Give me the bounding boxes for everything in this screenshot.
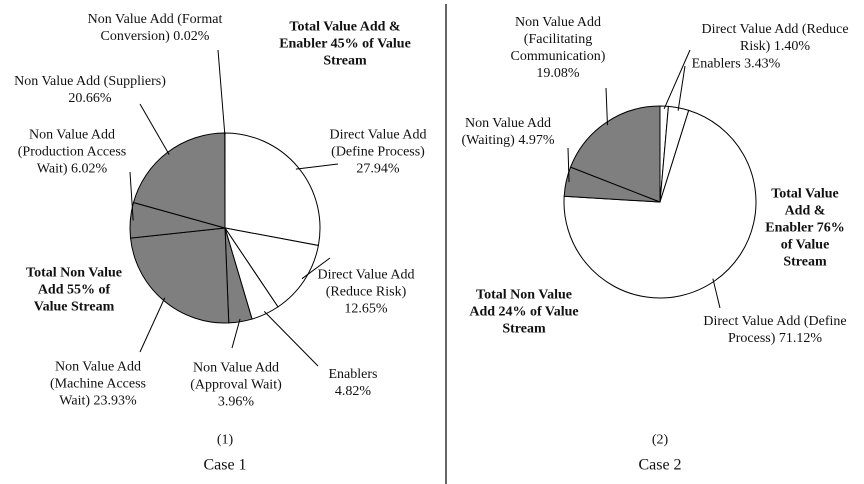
value-label: 12.65% [344, 301, 388, 317]
slice-label: Non Value Add (Facilitating Communicatio… [493, 14, 623, 82]
category-label: Non Value Add (Approval Wait) [190, 360, 282, 393]
category-label: Non Value Add (Waiting) [461, 116, 552, 148]
pie-slice [223, 227, 319, 308]
leader-line [567, 147, 570, 183]
chart-title: Case 1 [203, 457, 246, 474]
category-label: Non Value Add (Facilitating Communicatio… [510, 15, 606, 64]
category-label: Direct Value Add (Define Process) [703, 314, 847, 346]
chart-label-text: (2) [651, 432, 669, 448]
pie-slice [129, 227, 230, 324]
category-label: Non Value Add (Machine Access Wait) [49, 359, 147, 409]
leader-line [295, 163, 339, 170]
value-label: 23.93% [93, 393, 137, 409]
leader-line [301, 257, 331, 280]
pie-slice [569, 105, 661, 203]
value-label: 1.40% [773, 39, 810, 54]
category-label: Non Value Add (Production Access Wait) [17, 127, 127, 177]
leader-line [139, 297, 166, 353]
value-label: 0.02% [173, 29, 210, 44]
annotation-text: Total Value Add & Enabler 76% of Value S… [765, 186, 845, 270]
slice-label: Non Value Add (Waiting) 4.97% [458, 115, 558, 149]
category-label: Direct Value Add (Reduce Risk) [701, 22, 849, 54]
leader-line [605, 87, 608, 126]
pie-slice [563, 109, 757, 299]
category-label: Non Value Add (Format Conversion) [87, 12, 223, 44]
value-label: 4.97% [518, 133, 555, 148]
category-label: Non Value Add (Suppliers) [14, 74, 166, 89]
category-label: Direct Value Add (Reduce Risk) [317, 267, 415, 300]
leader-line [139, 103, 170, 155]
chart-label: (1) [217, 432, 233, 449]
slice-label: Direct Value Add (Reduce Risk) 1.40% [695, 21, 855, 55]
slice-label: Non Value Add (Machine Access Wait) 23.9… [43, 359, 153, 410]
leader-line [712, 278, 721, 309]
value-label: 3.43% [744, 56, 781, 72]
value-label: 71.12% [778, 331, 823, 346]
chart-title: Case 2 [638, 457, 681, 474]
slice-label: Non Value Add (Format Conversion) 0.02% [55, 11, 255, 45]
annotation-text: Total Non Value Add 55% of Value Stream [26, 265, 122, 315]
chart-label-text: (1) [216, 432, 234, 448]
slice-label: Enablers 3.43% [676, 56, 796, 73]
slice-label: Non Value Add (Production Access Wait) 6… [7, 127, 137, 178]
annotation: Total Value Add & Enabler 45% of Value S… [270, 19, 420, 70]
leader-line [677, 65, 686, 111]
slice-label: Non Value Add (Approval Wait) 3.96% [171, 360, 301, 411]
value-label: 19.08% [536, 66, 580, 81]
value-label: 27.94% [356, 161, 400, 177]
value-label: 6.02% [71, 161, 108, 177]
slice-label: Direct Value Add (Reduce Risk) 12.65% [316, 267, 416, 318]
chart-title-text: Case 1 [203, 456, 247, 474]
leader-line [231, 318, 241, 349]
slice-label: Direct Value Add (Define Process) 71.12% [695, 313, 855, 347]
chart-label: (2) [652, 432, 668, 449]
value-label: 4.82% [334, 384, 372, 399]
slice-label: Non Value Add (Suppliers) 20.66% [10, 73, 170, 107]
chart-title-text: Case 2 [638, 456, 682, 474]
leader-line [663, 49, 691, 110]
slice-label: Enablers 4.82% [318, 366, 388, 400]
category-label: Enablers [691, 56, 741, 72]
leader-line [263, 311, 319, 367]
annotation: Total Non Value Add 24% of Value Stream [464, 287, 584, 338]
pie-slice [224, 132, 321, 247]
slice-label: Direct Value Add (Define Process) 27.94% [323, 127, 433, 178]
leader-line [217, 49, 226, 136]
value-label: 20.66% [68, 91, 112, 106]
annotation: Total Non Value Add 55% of Value Stream [24, 265, 124, 316]
leader-line [129, 171, 134, 221]
category-label: Enablers [328, 367, 378, 382]
annotation-text: Total Value Add & Enabler 45% of Value S… [279, 19, 411, 69]
annotation-text: Total Non Value Add 24% of Value Stream [469, 287, 579, 337]
category-label: Direct Value Add (Define Process) [329, 127, 427, 160]
value-label: 3.96% [217, 394, 255, 410]
annotation: Total Value Add & Enabler 76% of Value S… [760, 186, 850, 271]
